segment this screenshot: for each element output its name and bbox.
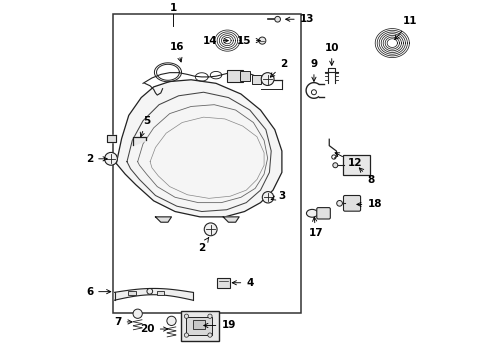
Text: 10: 10 (324, 43, 338, 65)
Ellipse shape (306, 210, 317, 217)
Text: 18: 18 (356, 199, 381, 210)
Text: 15: 15 (236, 36, 260, 46)
FancyBboxPatch shape (157, 291, 163, 295)
Text: 6: 6 (86, 287, 110, 297)
Polygon shape (114, 288, 192, 300)
Text: 5: 5 (140, 116, 150, 137)
Circle shape (274, 17, 280, 22)
Polygon shape (116, 80, 281, 217)
Polygon shape (107, 154, 116, 162)
Circle shape (184, 314, 188, 318)
Circle shape (184, 333, 188, 337)
Circle shape (204, 223, 217, 236)
FancyBboxPatch shape (227, 70, 243, 82)
Text: 17: 17 (308, 217, 323, 238)
FancyBboxPatch shape (186, 317, 211, 335)
Circle shape (207, 333, 212, 337)
Text: 2: 2 (86, 154, 107, 164)
FancyBboxPatch shape (251, 76, 260, 84)
Circle shape (207, 314, 212, 318)
Polygon shape (155, 217, 171, 222)
Text: 19: 19 (203, 320, 235, 330)
FancyBboxPatch shape (343, 195, 360, 211)
FancyBboxPatch shape (343, 155, 369, 175)
Text: 2: 2 (198, 237, 208, 252)
Text: 2: 2 (270, 59, 287, 77)
Text: 8: 8 (359, 168, 374, 185)
Circle shape (262, 192, 273, 203)
FancyBboxPatch shape (239, 71, 249, 81)
FancyBboxPatch shape (128, 291, 135, 295)
Polygon shape (133, 137, 145, 145)
Text: 14: 14 (203, 36, 228, 46)
Text: 1: 1 (169, 3, 177, 13)
FancyBboxPatch shape (181, 311, 219, 341)
Polygon shape (107, 135, 116, 142)
Circle shape (332, 163, 337, 168)
Text: 12: 12 (334, 153, 362, 168)
FancyBboxPatch shape (113, 14, 301, 313)
Circle shape (258, 37, 265, 44)
Circle shape (104, 152, 117, 165)
FancyBboxPatch shape (192, 320, 204, 329)
FancyBboxPatch shape (217, 278, 229, 288)
Circle shape (261, 73, 273, 85)
Circle shape (336, 201, 342, 206)
Text: 16: 16 (169, 42, 183, 62)
Polygon shape (223, 217, 239, 222)
FancyBboxPatch shape (316, 208, 329, 219)
Text: 3: 3 (271, 190, 285, 201)
Text: 20: 20 (140, 324, 167, 334)
Circle shape (166, 316, 176, 325)
Text: 4: 4 (232, 278, 253, 288)
Text: 13: 13 (285, 14, 314, 24)
Text: 9: 9 (310, 59, 317, 81)
Text: 7: 7 (114, 317, 132, 327)
Circle shape (133, 309, 142, 318)
Text: 11: 11 (394, 16, 417, 40)
